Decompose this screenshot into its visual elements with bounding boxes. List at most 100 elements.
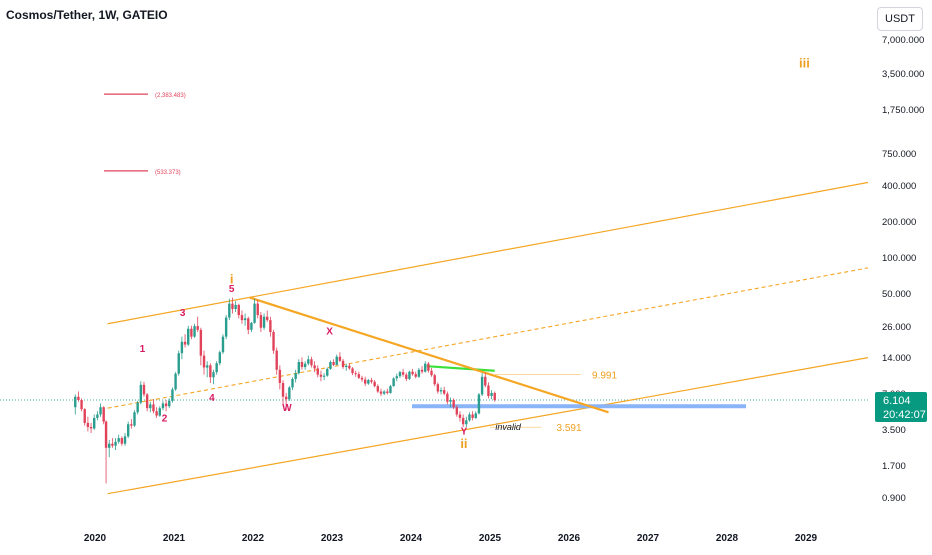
- x-axis-tick-label: 2026: [558, 533, 581, 544]
- candle-body: [111, 443, 114, 446]
- candle-body: [291, 378, 294, 388]
- candle-body: [171, 389, 174, 401]
- descending-trendline: [249, 296, 609, 414]
- candle-body: [139, 384, 143, 403]
- candle-body: [297, 362, 301, 374]
- candle-body: [316, 368, 319, 375]
- candle-body: [430, 370, 433, 376]
- currency-selector-button[interactable]: USDT: [877, 7, 923, 31]
- wave-label: 4: [209, 393, 215, 404]
- candle-body: [224, 317, 228, 337]
- candle-body: [284, 396, 288, 400]
- candle-body: [303, 363, 307, 368]
- candle-body: [433, 375, 436, 385]
- y-axis-tick-label: 7,000.000: [882, 35, 924, 46]
- candle-body: [120, 438, 124, 444]
- y-axis-tick-label: 1,750.000: [882, 105, 924, 116]
- x-axis: 2020 2021 2022 2023 2024 2025 2026 2027 2028 2029: [84, 533, 818, 544]
- y-axis-tick-label: 3.500: [882, 425, 906, 436]
- candle-body: [272, 331, 275, 351]
- candle-body: [164, 403, 168, 407]
- candle-body: [354, 373, 357, 375]
- candle-body: [259, 315, 263, 328]
- candle-body: [77, 396, 80, 400]
- y-axis-tick-label: 26.000: [882, 322, 911, 333]
- candle-body: [436, 384, 440, 392]
- resistance-line: [426, 365, 495, 372]
- drawing-overlays: (2,383.483) (533.373): [104, 93, 878, 495]
- candle-body: [351, 368, 354, 374]
- candle-body: [96, 414, 99, 418]
- channel-mid-line: [107, 265, 878, 409]
- candle-body: [243, 318, 247, 321]
- wave-label: 1: [140, 344, 146, 355]
- last-price: 6.104: [883, 395, 911, 407]
- price-axis-ticks: 7,000.000 3,500.000 1,750.000 750.000 400.00…: [882, 35, 924, 504]
- wave-degree-label: iii: [799, 56, 810, 71]
- candle-body: [338, 356, 342, 361]
- x-axis-tick-label: 2020: [84, 533, 107, 544]
- x-axis-tick-label: 2024: [400, 533, 423, 544]
- candle-body: [461, 417, 465, 425]
- candle-body: [93, 417, 96, 429]
- candle-body: [234, 304, 237, 310]
- candle-body: [99, 407, 102, 415]
- wave-label: X: [326, 326, 333, 337]
- candle-body: [205, 365, 209, 368]
- candle-body: [455, 407, 459, 415]
- candle-body: [228, 303, 231, 318]
- candle-body: [187, 328, 190, 345]
- candle-body: [155, 411, 158, 416]
- candle-body: [392, 378, 395, 387]
- price-annotation: 9.991: [592, 371, 617, 382]
- candle-body: [152, 404, 155, 412]
- candle-body: [262, 316, 266, 328]
- candle-body: [215, 363, 218, 373]
- y-axis-tick-label: 3,500.000: [882, 69, 924, 80]
- symbol-title: Cosmos/Tether, 1W, GATEIO: [6, 8, 168, 22]
- candle-body: [180, 341, 184, 354]
- candle-body: [83, 409, 86, 423]
- candle-body: [89, 427, 93, 429]
- channel-lower-line: [107, 355, 878, 495]
- candle-body: [414, 374, 417, 377]
- y-axis-tick-label: 750.000: [882, 149, 916, 160]
- candles: [74, 297, 496, 484]
- candle-body: [446, 393, 449, 402]
- y-axis-tick-label: 0.900: [882, 493, 906, 504]
- candle-body: [335, 356, 338, 365]
- candle-body: [307, 359, 310, 364]
- bar-countdown: 20:42:07: [883, 409, 926, 421]
- wave-label: 3: [180, 308, 186, 319]
- candle-body: [212, 372, 215, 378]
- candle-body: [158, 408, 161, 416]
- candle-body: [313, 365, 316, 369]
- candle-body: [177, 353, 180, 374]
- candle-body: [288, 387, 291, 400]
- candle-body: [471, 414, 474, 418]
- candle-body: [130, 424, 133, 426]
- candle-body: [401, 372, 405, 375]
- candle-body: [145, 394, 149, 409]
- candle-body: [382, 391, 386, 394]
- candle-body: [386, 391, 389, 393]
- candle-body: [168, 400, 171, 407]
- candle-body: [420, 369, 424, 372]
- target-level-label: (2,383.483): [155, 93, 186, 99]
- candle-body: [237, 304, 240, 316]
- channel-upper-line: [107, 180, 878, 325]
- support-zone: [412, 404, 746, 409]
- y-axis-tick-label: 200.000: [882, 217, 916, 228]
- candle-body: [108, 443, 111, 448]
- candle-body: [468, 414, 471, 421]
- price-axis[interactable]: 7,000.000 3,500.000 1,750.000 750.000 400.00…: [868, 0, 932, 550]
- wave-degree-label: ii: [460, 436, 467, 451]
- candle-body: [345, 365, 348, 368]
- candle-body: [490, 392, 493, 396]
- candle-body: [133, 412, 136, 426]
- candle-body: [367, 380, 370, 384]
- candle-body: [149, 404, 152, 409]
- candle-body: [142, 384, 146, 395]
- x-axis-tick-label: 2025: [479, 533, 502, 544]
